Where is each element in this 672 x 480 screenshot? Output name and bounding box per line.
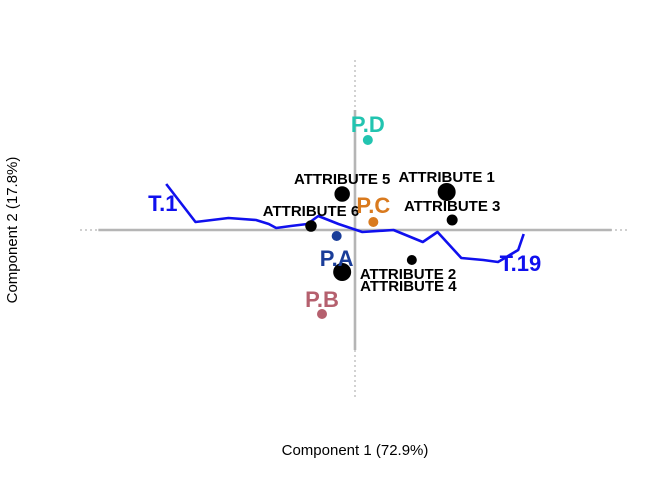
- attribute-label: ATTRIBUTE 3: [404, 198, 500, 215]
- product-label: P.C: [356, 193, 390, 218]
- attribute-label: ATTRIBUTE 4: [360, 278, 457, 295]
- attribute-label: ATTRIBUTE 5: [294, 171, 390, 188]
- x-axis-title: Component 1 (72.9%): [282, 442, 429, 459]
- attribute-point: [333, 263, 352, 281]
- points-layer: [305, 135, 458, 319]
- attribute-label: ATTRIBUTE 1: [398, 169, 494, 186]
- attribute-point: [437, 183, 456, 201]
- product-label: P.B: [305, 287, 339, 312]
- y-axis-title: Component 2 (17.8%): [4, 157, 21, 304]
- product-label: P.A: [320, 246, 354, 271]
- attribute-point: [446, 214, 458, 226]
- attribute-point: [334, 186, 350, 202]
- labels-layer: T.1 T.19 ATTRIBUTE 1 ATTRIBUTE 2 ATTRIBUTE 3…: [148, 112, 541, 312]
- attribute-label: ATTRIBUTE 2: [360, 266, 456, 283]
- product-point: [317, 309, 327, 319]
- trajectory-start-label: T.1: [148, 191, 177, 216]
- product-point: [362, 135, 373, 145]
- trajectory-layer: [165, 183, 525, 264]
- product-point: [331, 231, 342, 241]
- product-point: [368, 217, 379, 227]
- attribute-label: ATTRIBUTE 6: [263, 203, 359, 220]
- trajectory-end-label: T.19: [500, 251, 542, 276]
- attribute-point: [406, 255, 417, 265]
- product-label: P.D: [351, 112, 385, 137]
- trajectory-line: [165, 183, 525, 264]
- attribute-point: [305, 220, 317, 232]
